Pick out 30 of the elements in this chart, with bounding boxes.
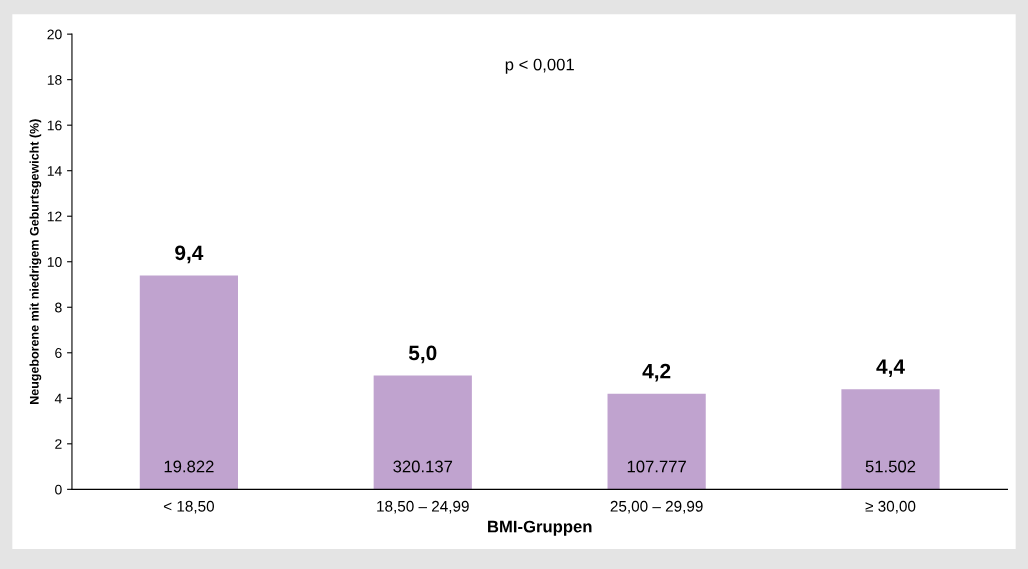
data-label: 5,0: [408, 345, 437, 364]
y-tick-label: 18: [47, 74, 62, 85]
data-label: 4,4: [876, 359, 905, 377]
annotation: 19.822: [164, 460, 214, 473]
y-tick-label: 16: [47, 120, 62, 131]
y-tick-label: 20: [47, 29, 62, 40]
x-tick-label: ≥ 30,00: [865, 500, 916, 514]
y-tick-label: 0: [55, 484, 62, 495]
x-axis-title: BMI-Gruppen: [488, 520, 592, 536]
x-tick-label: 25,00 – 29,99: [610, 500, 703, 514]
y-tick-label: 6: [55, 348, 62, 358]
y-tick-label: 12: [47, 211, 62, 222]
y-axis-title: Neugeborene mit niedrigem Geburtsgewicht (%): [29, 119, 42, 404]
annotation: p < 0,001: [505, 58, 574, 74]
x-tick-label: 18,50 – 24,99: [377, 500, 469, 514]
bar: [373, 375, 472, 490]
annotation: 320.137: [393, 460, 453, 473]
y-tick-label: 8: [55, 302, 62, 313]
y-tick-label: 14: [47, 166, 62, 176]
data-label: 9,4: [175, 245, 204, 264]
y-tick-label: 4: [54, 393, 62, 404]
data-label: 4,2: [642, 363, 671, 382]
y-tick-label: 10: [47, 257, 62, 267]
bar: [841, 389, 940, 490]
x-tick-label: < 18,50: [163, 500, 214, 514]
annotation: 51.502: [865, 460, 916, 473]
bar: [139, 275, 239, 490]
annotation: 107.777: [627, 460, 686, 473]
bar: [607, 393, 706, 490]
y-tick-label: 2: [55, 439, 62, 449]
